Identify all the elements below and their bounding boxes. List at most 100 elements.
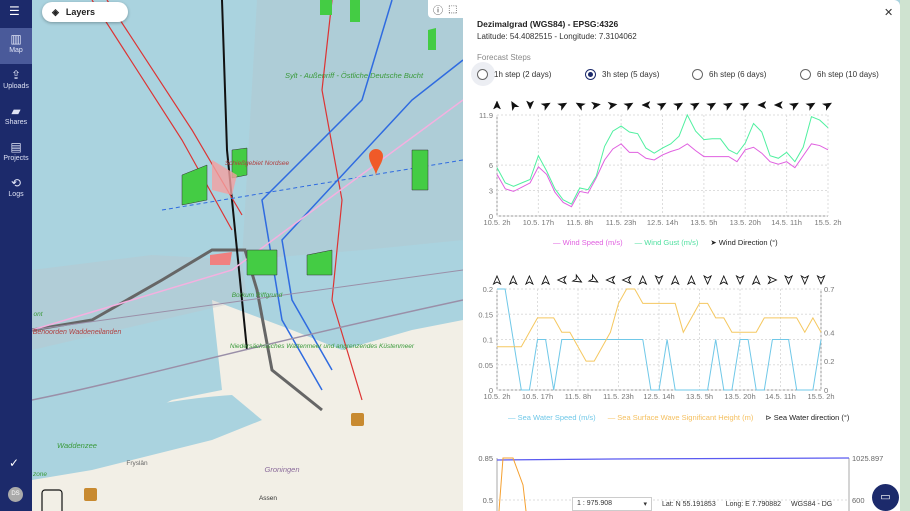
map-svg[interactable]: Sylt - Außenriff - Östliche Deutsche Buc…	[32, 0, 463, 511]
direction-arrow-icon	[735, 274, 745, 286]
y2-tick-label: 0.2	[824, 357, 834, 366]
direction-arrow-icon	[526, 100, 535, 110]
land-area	[32, 300, 463, 511]
direction-arrow-icon	[621, 275, 632, 285]
overview-map-toggle	[41, 489, 63, 511]
map-canvas[interactable]: Sylt - Außenriff - Östliche Deutsche Buc…	[32, 0, 463, 511]
sidebar-item-uploads[interactable]: ⇪ Uploads	[0, 64, 32, 100]
map-label: Sylt - Außenriff - Östliche Deutsche Buc…	[285, 71, 424, 80]
map-label: Benoorden Waddeneilanden	[33, 329, 122, 336]
crs-title: Dezimalgrad (WGS84) - EPSG:4326	[477, 19, 619, 29]
x-tick-label: 13.5. 5h	[690, 218, 717, 227]
protected-area	[242, 0, 463, 260]
x-tick-label: 11.5. 8h	[566, 218, 593, 227]
scale-select[interactable]: 1 : 975.908 ▾	[572, 497, 652, 511]
radio-circle[interactable]	[585, 69, 596, 80]
y2-tick: 1025.897	[852, 454, 883, 463]
direction-arrow-icon	[689, 102, 700, 111]
direction-arrow-icon	[571, 273, 583, 283]
radio-6h-step-6d[interactable]: 6h step (6 days)	[692, 69, 766, 80]
x-tick-label: 10.5. 17h	[523, 218, 554, 227]
menu-icon[interactable]: ☰	[9, 4, 20, 18]
location-pin-icon	[369, 149, 383, 176]
direction-arrow-icon	[767, 275, 778, 285]
direction-arrow-icon	[686, 274, 696, 286]
direction-arrow-icon	[722, 102, 733, 111]
direction-arrow-icon	[739, 102, 750, 111]
avatar[interactable]: DS	[8, 487, 23, 502]
x-tick-label: 12.5. 14h	[647, 218, 678, 227]
port-icon	[351, 413, 364, 426]
direction-arrow-icon	[575, 102, 586, 111]
layers-button[interactable]: ◈ Layers	[42, 2, 128, 22]
info-icon[interactable]: ⓘ	[433, 5, 443, 17]
x-tick-label: 10.5. 2h	[483, 218, 510, 227]
x-tick-label: 10.5. 2h	[483, 392, 510, 400]
legend-wind-direction[interactable]: ➤ Wind Direction (°)	[710, 238, 778, 247]
radio-6h-step-10d[interactable]: 6h step (10 days)	[800, 69, 879, 80]
y-tick-label: 6	[489, 161, 493, 170]
sidebar-item-shares[interactable]: ▰ Shares	[0, 100, 32, 136]
direction-arrow-icon	[703, 274, 713, 286]
y-tick: 0.5	[483, 496, 493, 505]
select-area-icon[interactable]: ⬚	[448, 3, 458, 15]
y-tick-label: 0	[489, 212, 493, 221]
direction-arrow-icon	[773, 100, 783, 110]
radio-circle[interactable]	[692, 69, 703, 80]
map-status-bar: 1 : 975.908 ▾ Lat: N 55.191853 Long: E 7.…	[572, 497, 832, 511]
x-tick-label: 11.5. 23h	[603, 392, 634, 400]
direction-arrow-icon	[788, 102, 799, 111]
sidebar-item-map[interactable]: ▥ Map	[0, 28, 32, 64]
chat-button[interactable]: ▭	[872, 484, 899, 511]
radio-circle[interactable]	[477, 69, 488, 80]
x-tick-label: 15.5. 2h	[814, 218, 841, 227]
direction-arrow-icon	[508, 274, 518, 286]
direction-arrow-icon	[805, 102, 816, 111]
map-label: Schießgebiet Nordsee	[225, 160, 290, 167]
close-icon[interactable]: ✕	[884, 7, 894, 19]
map-edge	[900, 0, 910, 511]
y-tick: 0.85	[478, 454, 493, 463]
y-tick-label: 0.15	[478, 310, 493, 319]
projects-icon: ▤	[10, 140, 22, 154]
x-tick-label: 13.5. 5h	[686, 392, 713, 400]
legend-wind-speed[interactable]: — Wind Speed (m/s)	[553, 238, 623, 247]
legend-wind-gust[interactable]: — Wind Gust (m/s)	[634, 238, 699, 247]
crs-label: WGS84 - DG	[791, 500, 833, 508]
direction-arrow-icon	[654, 274, 664, 286]
legend-sea-water-speed[interactable]: — Sea Water Speed (m/s)	[508, 413, 596, 422]
sidebar-item-projects[interactable]: ▤ Projects	[0, 136, 32, 172]
legend-sea-water-direction[interactable]: ⊳ Sea Water direction (°)	[765, 413, 850, 422]
third-chart: 0.85 0.5 1025.897 600	[478, 454, 883, 511]
series-line	[498, 457, 527, 511]
check-circle-icon[interactable]: ✓	[9, 456, 20, 470]
x-tick-label: 14.5. 11h	[765, 392, 796, 400]
history-icon: ⟲	[10, 176, 22, 190]
radio-3h-step[interactable]: 3h step (5 days)	[585, 69, 659, 80]
direction-arrow-icon	[784, 274, 794, 286]
radio-circle[interactable]	[800, 69, 811, 80]
map-label: Niedersächsisches Wattenmeer und angrenz…	[230, 343, 415, 350]
radio-1h-step[interactable]: 1h step (2 days)	[477, 69, 551, 80]
coordinates: Latitude: 54.4082515 - Longitude: 7.3104…	[477, 32, 637, 41]
direction-arrow-icon	[556, 275, 567, 285]
legend-wave-height[interactable]: — Sea Surface Wave Significant Height (m…	[607, 413, 754, 422]
sidebar-item-logs[interactable]: ⟲ Logs	[0, 172, 32, 208]
y2-tick: 600	[852, 496, 865, 505]
direction-arrow-icon	[557, 102, 568, 111]
forecast-steps-label: Forecast Steps	[477, 53, 531, 62]
direction-arrow-icon	[706, 102, 717, 111]
folder-shared-icon: ▰	[11, 104, 21, 118]
y-tick-label: 0.2	[483, 285, 493, 294]
map-toolbar: ⓘ ⬚	[428, 0, 463, 18]
y-tick-label: 0.05	[478, 361, 493, 370]
direction-arrow-icon	[587, 273, 599, 283]
port-icon	[84, 488, 97, 501]
cursor-lat: Lat: N 55.191853	[662, 500, 716, 508]
x-tick-label: 10.5. 17h	[522, 392, 553, 400]
direction-arrow-icon	[757, 100, 767, 110]
y2-tick-label: 0	[824, 386, 828, 395]
sidebar: ☰ ▥ Map ⇪ Uploads ▰ Shares ▤ Projects ⟲ Logs …	[0, 0, 32, 511]
map-label: Groningen	[264, 465, 299, 474]
y2-tick-label: 0.4	[824, 328, 834, 337]
